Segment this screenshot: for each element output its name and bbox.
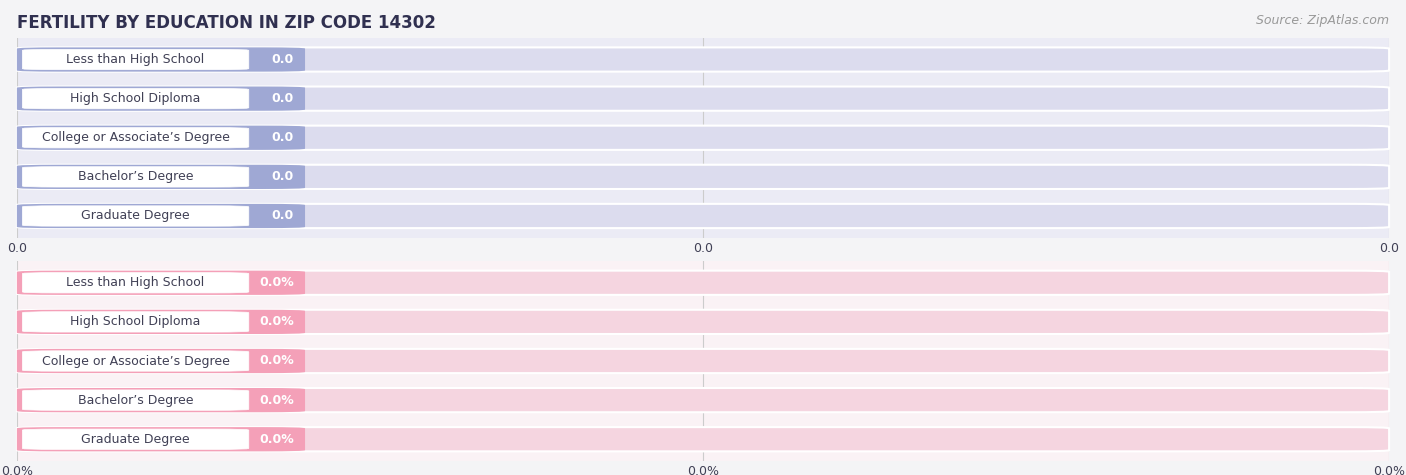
FancyBboxPatch shape — [17, 271, 305, 295]
Text: Bachelor’s Degree: Bachelor’s Degree — [77, 171, 193, 183]
Text: High School Diploma: High School Diploma — [70, 92, 201, 105]
Text: Graduate Degree: Graduate Degree — [82, 209, 190, 222]
Text: FERTILITY BY EDUCATION IN ZIP CODE 14302: FERTILITY BY EDUCATION IN ZIP CODE 14302 — [17, 14, 436, 32]
Text: 0.0%: 0.0% — [259, 276, 294, 289]
Text: Less than High School: Less than High School — [66, 53, 205, 66]
FancyBboxPatch shape — [17, 48, 1389, 72]
Text: 0.0%: 0.0% — [259, 354, 294, 368]
FancyBboxPatch shape — [17, 165, 305, 189]
FancyBboxPatch shape — [22, 429, 249, 449]
Text: College or Associate’s Degree: College or Associate’s Degree — [42, 131, 229, 144]
FancyBboxPatch shape — [17, 388, 305, 412]
FancyBboxPatch shape — [22, 167, 249, 187]
FancyBboxPatch shape — [17, 204, 305, 228]
FancyBboxPatch shape — [17, 427, 305, 451]
FancyBboxPatch shape — [22, 351, 249, 371]
Text: Graduate Degree: Graduate Degree — [82, 433, 190, 446]
FancyBboxPatch shape — [17, 165, 1389, 189]
Text: 0.0: 0.0 — [271, 171, 294, 183]
Text: 0.0%: 0.0% — [259, 394, 294, 407]
Text: 0.0: 0.0 — [271, 131, 294, 144]
FancyBboxPatch shape — [17, 86, 1389, 111]
Text: 0.0: 0.0 — [271, 92, 294, 105]
FancyBboxPatch shape — [22, 312, 249, 332]
FancyBboxPatch shape — [22, 273, 249, 293]
FancyBboxPatch shape — [17, 125, 1389, 150]
Text: 0.0: 0.0 — [271, 209, 294, 222]
Text: 0.0: 0.0 — [271, 53, 294, 66]
FancyBboxPatch shape — [22, 206, 249, 226]
FancyBboxPatch shape — [17, 48, 305, 72]
FancyBboxPatch shape — [17, 271, 1389, 295]
FancyBboxPatch shape — [17, 204, 1389, 228]
Text: Source: ZipAtlas.com: Source: ZipAtlas.com — [1256, 14, 1389, 27]
FancyBboxPatch shape — [17, 310, 1389, 334]
FancyBboxPatch shape — [22, 128, 249, 148]
Text: College or Associate’s Degree: College or Associate’s Degree — [42, 354, 229, 368]
FancyBboxPatch shape — [17, 388, 1389, 412]
Text: Less than High School: Less than High School — [66, 276, 205, 289]
FancyBboxPatch shape — [17, 86, 305, 111]
FancyBboxPatch shape — [22, 390, 249, 410]
Text: 0.0%: 0.0% — [259, 433, 294, 446]
FancyBboxPatch shape — [22, 49, 249, 70]
FancyBboxPatch shape — [17, 125, 305, 150]
FancyBboxPatch shape — [22, 88, 249, 109]
FancyBboxPatch shape — [17, 310, 305, 334]
FancyBboxPatch shape — [17, 349, 1389, 373]
FancyBboxPatch shape — [17, 349, 305, 373]
Text: 0.0%: 0.0% — [259, 315, 294, 328]
FancyBboxPatch shape — [17, 427, 1389, 451]
Text: High School Diploma: High School Diploma — [70, 315, 201, 328]
Text: Bachelor’s Degree: Bachelor’s Degree — [77, 394, 193, 407]
